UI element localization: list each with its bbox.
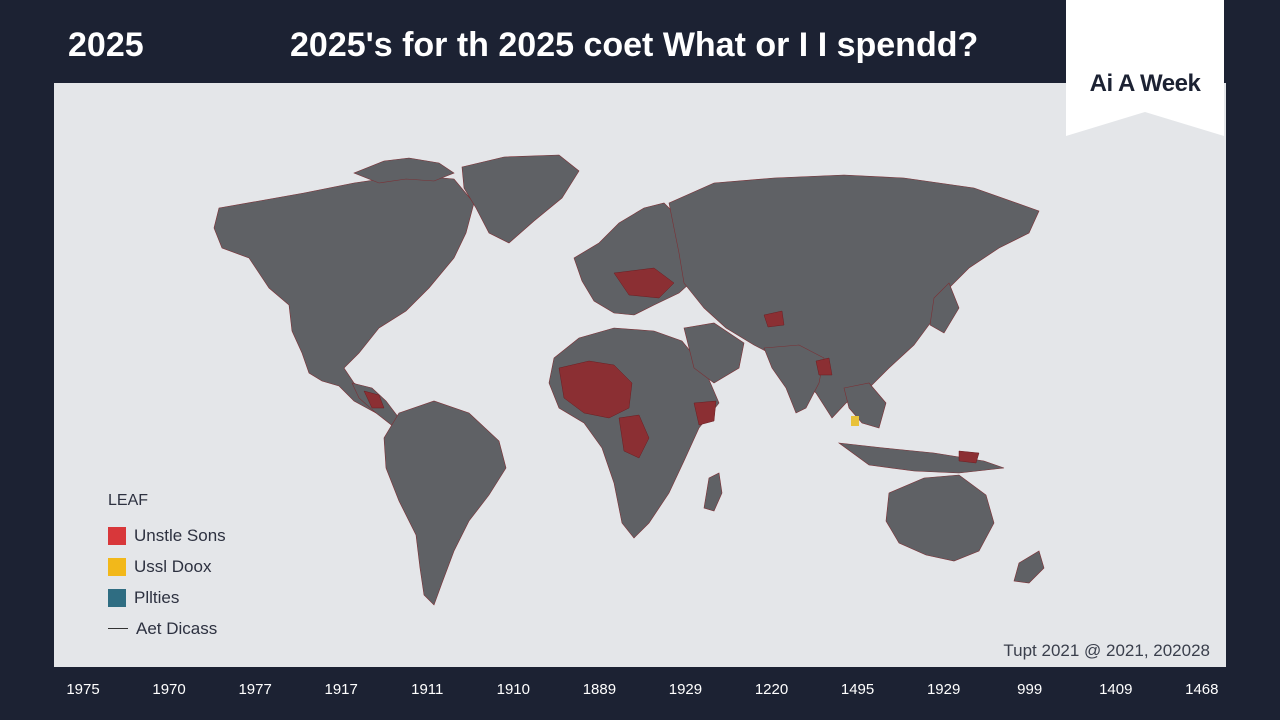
southeast-asia: [843, 382, 887, 429]
legend-item: Aet Dicass: [108, 613, 226, 644]
year-label: 2025: [68, 26, 144, 64]
legend-item: Unstle Sons: [108, 520, 226, 551]
legend-item: Pllties: [108, 582, 226, 613]
brand-badge: Ai A Week: [1066, 0, 1224, 136]
legend-swatch-yellow: [108, 557, 126, 576]
brand-label: Ai A Week: [1089, 70, 1201, 97]
timeline-label: 1975: [66, 680, 100, 698]
timeline-label: 1970: [152, 680, 186, 698]
legend-swatch-teal: [108, 588, 126, 607]
asia: [668, 174, 1040, 419]
south-america: [383, 400, 507, 606]
legend-swatch-red: [108, 526, 126, 545]
new-zealand: [1013, 550, 1045, 584]
highlight-papua: [958, 450, 980, 464]
legend-item: Ussl Doox: [108, 551, 226, 582]
arctic-islands: [353, 157, 455, 184]
timeline-label: 1495: [840, 680, 875, 698]
highlight-yellow: [851, 416, 859, 426]
legend-item-label: Unstle Sons: [134, 525, 226, 545]
page-title: 2025's for th 2025 coet What or I I spen…: [290, 26, 979, 64]
legend-title: LEAF: [108, 492, 149, 509]
world-map: [213, 154, 1045, 606]
timeline-label: 1889: [582, 680, 617, 698]
legend-line-swatch: [108, 628, 128, 629]
world-map-panel: [54, 83, 1226, 667]
india: [763, 344, 825, 414]
greenland: [461, 154, 580, 244]
madagascar: [703, 472, 723, 512]
source-note: Tupt 2021 @ 2021, 202028: [1003, 641, 1210, 660]
timeline-axis: 1975 1970 1977 1917 1911 1910 1889 1929 …: [40, 676, 1245, 702]
highlight-west-africa: [558, 360, 633, 419]
timeline-label: 1910: [496, 680, 530, 698]
highlight-central-america: [363, 390, 385, 409]
north-america: [213, 174, 475, 414]
arabia: [683, 322, 745, 384]
timeline-label: 1929: [668, 680, 703, 698]
timeline-label: 1409: [1099, 680, 1133, 698]
japan: [929, 282, 960, 334]
legend-item-label: Pllties: [134, 587, 180, 607]
timeline-label: 1977: [238, 680, 272, 698]
timeline-label: 1917: [324, 680, 358, 698]
timeline-label: 1220: [754, 680, 789, 698]
timeline-label: 1468: [1185, 680, 1219, 698]
highlight-central-africa: [618, 414, 650, 459]
timeline-label: 999: [1017, 680, 1043, 698]
highlight-asia-b: [763, 310, 785, 328]
highlight-europe: [613, 267, 675, 299]
timeline-label: 1911: [411, 680, 444, 698]
legend-item-label: Ussl Doox: [134, 556, 212, 576]
australia: [885, 474, 995, 562]
highlight-horn-africa: [693, 400, 717, 426]
timeline-label: 1929: [926, 680, 961, 698]
legend-item-label: Aet Dicass: [136, 618, 218, 638]
indonesia: [837, 442, 1005, 474]
highlight-asia-a: [815, 357, 833, 376]
map-legend: LEAF Unstle Sons Ussl Doox Pllties Aet D…: [108, 492, 226, 644]
brand-badge-shape: [1066, 0, 1224, 136]
